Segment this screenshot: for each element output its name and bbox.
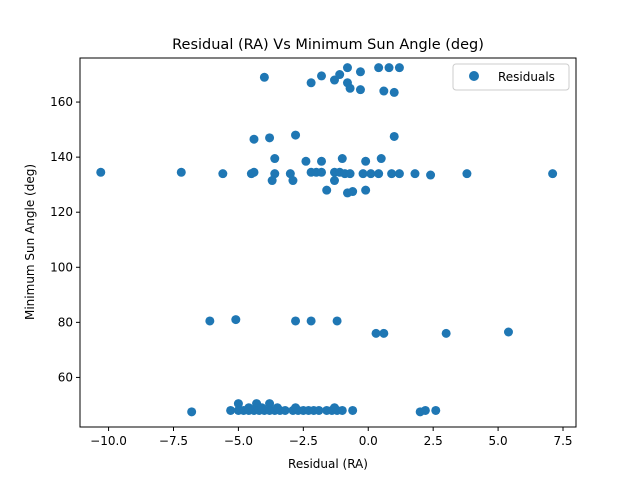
x-tick-label: 2.5 [424,434,443,448]
data-point [265,133,275,143]
data-point [306,78,316,88]
data-point [329,403,339,413]
data-point [291,403,301,413]
data-point [267,176,277,186]
data-point [394,63,404,73]
data-point [348,187,358,197]
data-point [389,131,399,141]
y-tick-label: 160 [50,95,73,109]
data-point [384,63,394,73]
data-point [335,70,345,80]
legend-marker [469,71,479,81]
y-tick-label: 100 [50,260,73,274]
data-point [257,403,267,413]
x-axis-label: Residual (RA) [288,457,368,471]
data-point [374,63,384,73]
data-point [420,405,430,415]
data-point [345,169,355,179]
data-point [379,328,389,338]
legend-label: Residuals [498,70,555,84]
y-ticks: 60 80 100 120 140 160 [50,95,80,384]
data-point [233,399,243,409]
y-tick-label: 80 [58,315,73,329]
x-tick-label: 0.0 [359,434,378,448]
data-point [317,167,327,177]
data-point [387,169,397,179]
data-point [306,316,316,326]
x-ticks: −10.0 −7.5 −5.0 −2.5 0.0 2.5 5.0 7.5 [90,427,573,448]
y-axis-label: Minimum Sun Angle (deg) [23,164,37,320]
data-point [176,167,186,177]
data-point [410,169,420,179]
data-point [259,72,269,82]
data-point [291,316,301,326]
x-tick-label: −2.5 [289,434,318,448]
data-point [426,170,436,180]
data-point [361,156,371,166]
data-point [249,134,259,144]
data-point [355,67,365,77]
data-point [288,176,298,186]
data-point [280,405,290,415]
y-tick-label: 60 [58,370,73,384]
data-point [355,85,365,95]
data-point [376,154,386,164]
data-point [218,169,228,179]
legend: Residuals [452,63,570,91]
y-tick-label: 120 [50,205,73,219]
data-point [249,167,259,177]
data-point [291,130,301,140]
x-tick-label: −5.0 [224,434,253,448]
data-point [503,327,513,337]
data-point [187,407,197,417]
data-point [337,405,347,415]
data-point [285,169,295,179]
data-point [366,169,376,179]
data-point [244,403,254,413]
data-point [226,405,236,415]
x-tick-label: −7.5 [159,434,188,448]
data-point [441,328,451,338]
data-point [205,316,215,326]
x-tick-label: 7.5 [553,434,572,448]
y-tick-label: 140 [50,150,73,164]
data-point [322,185,332,195]
data-point [265,399,275,409]
data-point [394,169,404,179]
data-point [332,316,342,326]
points-layer [96,63,558,417]
plot-frame [79,57,577,428]
data-point [270,169,280,179]
data-point [314,405,324,415]
data-point [348,405,358,415]
data-point [345,83,355,93]
data-point [358,169,368,179]
data-point [389,87,399,97]
data-point [361,185,371,195]
x-tick-label: −10.0 [90,434,127,448]
legend-box [452,63,570,91]
data-point [96,167,106,177]
data-point [462,169,472,179]
data-point [431,405,441,415]
chart-title: Residual (RA) Vs Minimum Sun Angle (deg) [172,37,484,53]
data-point [379,86,389,96]
data-point [272,403,282,413]
data-point [329,176,339,186]
data-point [301,156,311,166]
data-point [548,169,558,179]
data-point [231,315,241,325]
data-point [342,63,352,73]
x-tick-label: 5.0 [489,434,508,448]
data-point [371,328,381,338]
data-point [317,156,327,166]
data-point [270,154,280,164]
data-point [317,71,327,81]
data-point [337,154,347,164]
data-point [374,169,384,179]
